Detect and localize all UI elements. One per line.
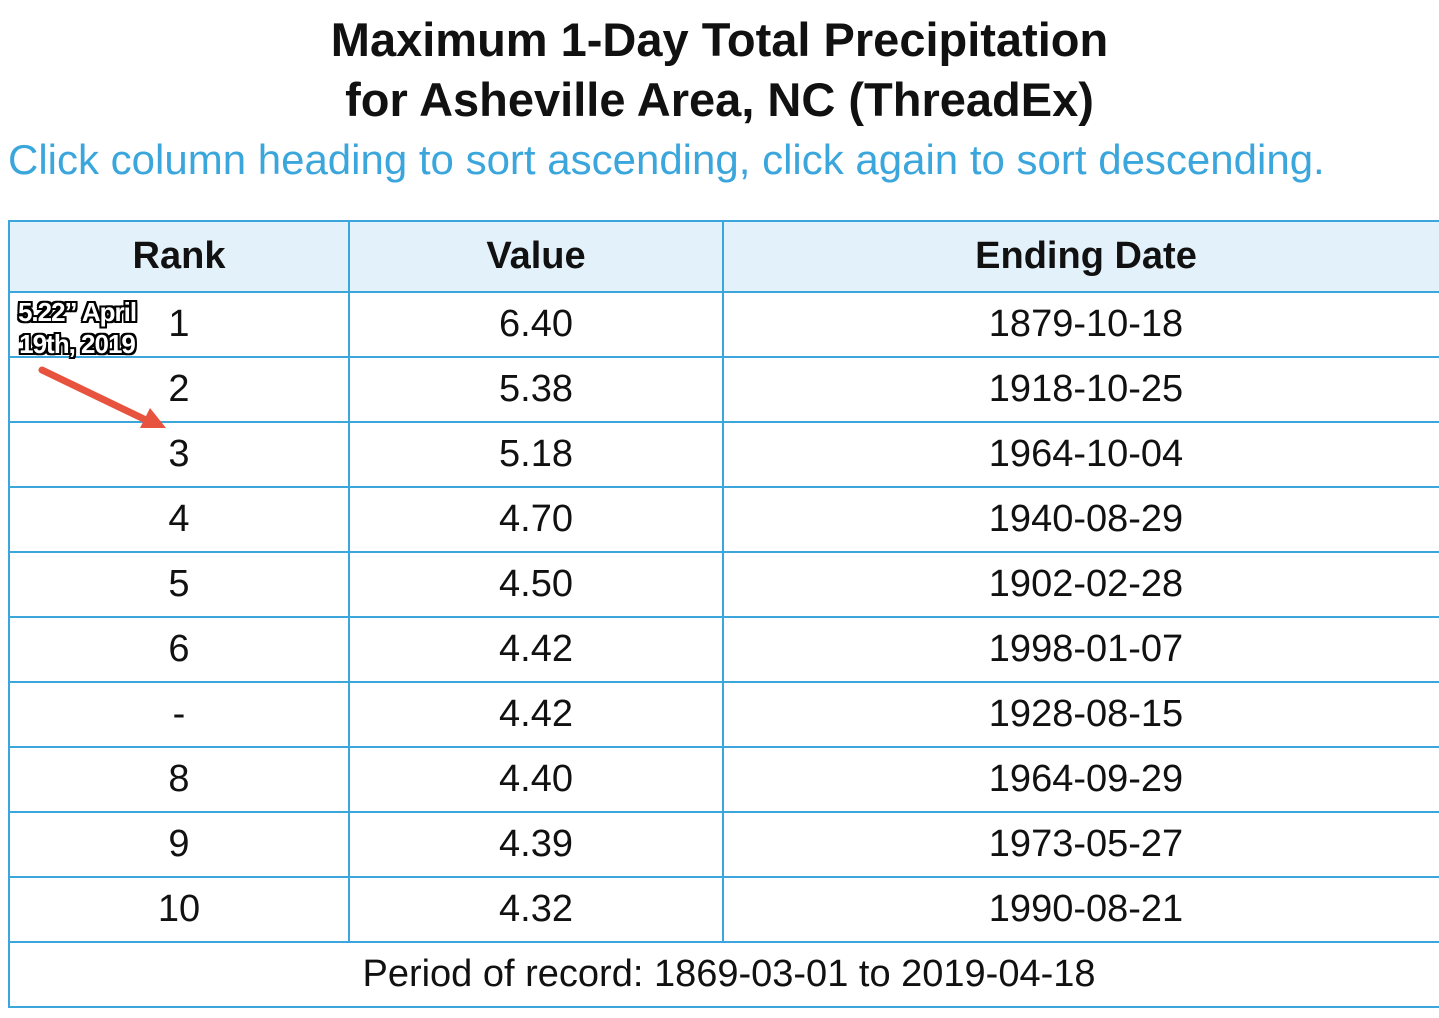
ending-date-cell: 1902-02-28: [722, 551, 1439, 618]
annotation-label: 5.22” April 19th, 2019: [2, 296, 152, 360]
page-title-line-2: for Asheville Area, NC (ThreadEx): [345, 73, 1094, 126]
ending-date-cell: 1964-09-29: [722, 746, 1439, 813]
table-row: 8 4.40 1964-09-29: [8, 746, 1439, 813]
rank-cell: 4: [8, 486, 350, 553]
ending-date-cell: 1964-10-04: [722, 421, 1439, 488]
rank-cell: 1: [8, 291, 350, 358]
table-header-row: Rank Value Ending Date: [8, 220, 1439, 293]
ending-date-cell: 1973-05-27: [722, 811, 1439, 878]
value-cell: 4.32: [348, 876, 724, 943]
page-title: Maximum 1-Day Total Precipitation for As…: [0, 10, 1439, 130]
value-cell: 4.50: [348, 551, 724, 618]
value-cell: 6.40: [348, 291, 724, 358]
value-cell: 4.42: [348, 681, 724, 748]
value-cell: 4.70: [348, 486, 724, 553]
period-of-record: Period of record: 1869-03-01 to 2019-04-…: [8, 941, 1439, 1008]
value-column-header[interactable]: Value: [348, 220, 724, 293]
precipitation-records-table: Rank Value Ending Date 1 6.40 1879-10-18 2 5…: [8, 220, 1439, 1008]
ending-date-cell: 1918-10-25: [722, 356, 1439, 423]
ending-date-cell: 1998-01-07: [722, 616, 1439, 683]
ending-date-column-header[interactable]: Ending Date: [722, 220, 1439, 293]
table-row: 9 4.39 1973-05-27: [8, 811, 1439, 878]
table-row: 1 6.40 1879-10-18: [8, 291, 1439, 358]
page-title-line-1: Maximum 1-Day Total Precipitation: [330, 13, 1109, 66]
table-row: 3 5.18 1964-10-04: [8, 421, 1439, 488]
value-cell: 4.39: [348, 811, 724, 878]
rank-cell: 3: [8, 421, 350, 488]
ending-date-cell: 1928-08-15: [722, 681, 1439, 748]
value-cell: 5.18: [348, 421, 724, 488]
rank-cell: 8: [8, 746, 350, 813]
value-cell: 4.40: [348, 746, 724, 813]
rank-column-header[interactable]: Rank: [8, 220, 350, 293]
table-row: 4 4.70 1940-08-29: [8, 486, 1439, 553]
arrow-head: [140, 408, 166, 428]
table-row: 10 4.32 1990-08-21: [8, 876, 1439, 943]
ending-date-cell: 1940-08-29: [722, 486, 1439, 553]
rank-cell: 5: [8, 551, 350, 618]
table-footer-row: Period of record: 1869-03-01 to 2019-04-…: [8, 941, 1439, 1008]
rank-cell: 2: [8, 356, 350, 423]
annotation-line-1: 5.22” April: [17, 297, 137, 327]
rank-cell: 6: [8, 616, 350, 683]
table-row: -4.42 1928-08-15: [8, 681, 1439, 748]
ending-date-cell: 1879-10-18: [722, 291, 1439, 358]
sort-instructions: Click column heading to sort ascending, …: [8, 136, 1325, 183]
value-cell: 4.42: [348, 616, 724, 683]
rank-cell: 9: [8, 811, 350, 878]
arrow-shaft: [38, 366, 150, 424]
annotation-line-2: 19th, 2019: [19, 329, 136, 359]
value-cell: 5.38: [348, 356, 724, 423]
ending-date-cell: 1990-08-21: [722, 876, 1439, 943]
table-body: 1 6.40 1879-10-18 2 5.38 1918-10-25 3 5.18 1964-…: [8, 291, 1439, 943]
rank-cell: -: [8, 681, 350, 748]
rank-cell: 10: [8, 876, 350, 943]
table-row: 5 4.50 1902-02-28: [8, 551, 1439, 618]
table-row: 2 5.38 1918-10-25: [8, 356, 1439, 423]
table-row: 6 4.42 1998-01-07: [8, 616, 1439, 683]
